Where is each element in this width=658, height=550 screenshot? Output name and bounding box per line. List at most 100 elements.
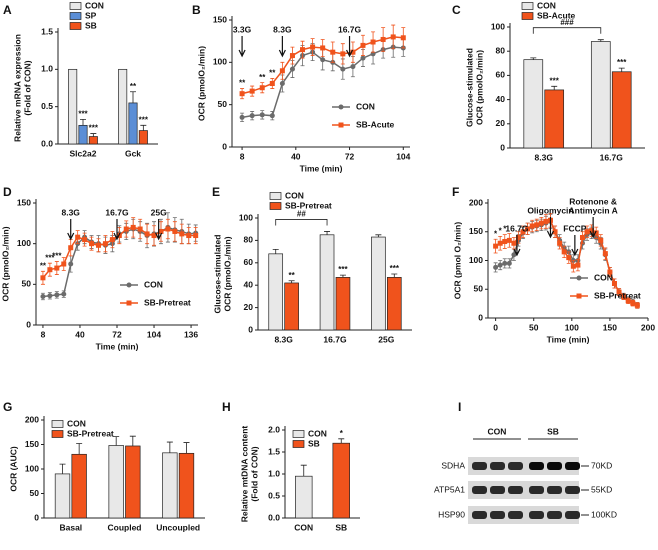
legend-label: SB-Pretreat — [67, 428, 114, 438]
marker — [370, 39, 376, 45]
error-bar — [339, 274, 346, 278]
legend-label: CON — [594, 272, 613, 282]
legend-label: SB-Acute — [356, 119, 395, 129]
marker — [350, 49, 356, 55]
significance: ** — [40, 261, 47, 270]
x-tick-label: 72 — [345, 151, 355, 161]
y-tick-label: 0.0 — [268, 512, 280, 522]
blot-band — [490, 511, 505, 519]
bar — [128, 102, 138, 145]
y-tick-label: 1.5 — [268, 446, 280, 456]
marker — [151, 233, 157, 239]
marker — [269, 81, 275, 86]
size-label: 100KD — [591, 509, 617, 519]
marker — [497, 240, 503, 246]
event-arrow — [67, 219, 75, 241]
blot-band — [490, 486, 505, 494]
x-tick-label: Uncoupled — [156, 522, 200, 532]
significance: ** — [269, 69, 276, 78]
event-label: 25G — [151, 207, 167, 217]
blot-band — [547, 462, 562, 470]
significance: ** — [239, 79, 246, 88]
y-tick-label: 100 — [25, 463, 39, 473]
bar — [71, 453, 87, 519]
bar — [371, 236, 386, 331]
legend-label: SB-Pretreat — [285, 200, 332, 210]
legend-label: CON — [308, 428, 327, 438]
significance: *** — [89, 124, 99, 133]
marker — [360, 55, 366, 61]
error-bar — [113, 436, 120, 446]
panel-label: B — [192, 3, 201, 17]
y-tick-label: 200 — [25, 414, 39, 424]
event-arrow — [113, 219, 121, 241]
marker — [165, 226, 171, 232]
event-arrow — [238, 36, 246, 58]
error-bar — [130, 91, 136, 103]
x-tick-label: Slc2a2 — [70, 148, 97, 158]
error-bar — [183, 442, 190, 454]
marker — [502, 239, 508, 245]
significance: *** — [78, 109, 88, 118]
marker — [47, 293, 53, 299]
legend-marker — [338, 104, 344, 110]
marker — [137, 226, 143, 232]
y-tick-label: 150 — [17, 197, 31, 207]
y-tick-label: 100 — [17, 238, 31, 248]
protein-label: ATP5A1 — [434, 484, 465, 494]
legend-marker — [576, 275, 582, 281]
marker — [621, 294, 627, 300]
bar — [88, 136, 98, 145]
marker — [47, 267, 53, 273]
y-tick-label: 20 — [496, 118, 506, 128]
event-arrow — [155, 219, 163, 241]
marker — [289, 66, 295, 72]
y-axis-label: OCR (pmolO₂/min) — [222, 236, 232, 311]
y-axis-label: OCR (pmol O₂/min) — [452, 222, 462, 300]
marker — [130, 224, 136, 230]
bracket-label: ### — [560, 18, 574, 27]
error-bar — [166, 441, 173, 453]
x-tick-label: 8.3G — [274, 334, 293, 344]
marker — [320, 45, 326, 51]
legend-label: SB-Pretreat — [594, 290, 641, 300]
y-axis-label: OCR (pmolO₂/min) — [196, 46, 206, 121]
y-axis-label: OCR (pmolO₂/min) — [474, 50, 484, 125]
marker — [259, 112, 265, 118]
event-label: 8.3G — [61, 207, 80, 217]
significance: *** — [617, 58, 627, 67]
marker — [360, 42, 366, 48]
error-bar — [530, 57, 537, 60]
y-tick-label: 0 — [478, 312, 483, 322]
panel-label: E — [212, 185, 220, 199]
blot-band — [547, 511, 562, 519]
y-tick-label: 50 — [218, 99, 228, 109]
significance: * — [503, 225, 507, 234]
error-bar — [140, 124, 147, 131]
significance: * — [499, 226, 503, 235]
marker — [570, 263, 576, 269]
legend-swatch — [51, 420, 64, 428]
marker — [123, 226, 129, 232]
marker — [493, 264, 499, 270]
marker — [502, 260, 508, 266]
bar — [178, 452, 195, 519]
marker — [68, 245, 74, 251]
y-tick-label: 80 — [244, 235, 254, 245]
y-axis-label: Glucose-stimulated — [212, 235, 222, 314]
marker — [102, 241, 108, 247]
marker — [172, 228, 178, 234]
marker — [525, 226, 531, 232]
y-tick-label: 100 — [239, 212, 253, 222]
event-label: Rotenone & — [569, 196, 617, 206]
error-bar — [80, 118, 86, 126]
event-label: 3.3G — [233, 24, 252, 34]
legend-label: SB-Pretreat — [144, 297, 191, 307]
y-axis-label: Relative mRNA expression — [12, 34, 22, 142]
y-tick-label: 0 — [248, 324, 253, 334]
marker — [340, 66, 346, 72]
y-tick-label: 40 — [496, 94, 506, 104]
significance: *** — [390, 264, 400, 273]
blot-band — [472, 511, 487, 519]
y-tick-label: 100 — [469, 255, 483, 265]
